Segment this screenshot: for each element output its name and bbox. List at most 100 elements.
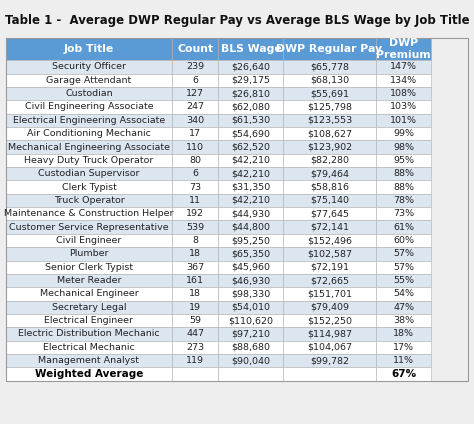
Text: $108,627: $108,627 <box>307 129 352 138</box>
Text: 78%: 78% <box>393 196 414 205</box>
Text: $65,350: $65,350 <box>231 249 271 258</box>
Text: Table 1 -  Average DWP Regular Pay vs Average BLS Wage by Job Title: Table 1 - Average DWP Regular Pay vs Ave… <box>5 14 469 27</box>
Text: Heavy Duty Truck Operator: Heavy Duty Truck Operator <box>24 156 154 165</box>
Text: 57%: 57% <box>393 249 414 258</box>
Text: 19: 19 <box>190 303 201 312</box>
Text: 539: 539 <box>186 223 204 232</box>
Text: 11: 11 <box>190 196 201 205</box>
Text: 88%: 88% <box>393 183 414 192</box>
Text: $54,010: $54,010 <box>231 303 270 312</box>
Text: $45,960: $45,960 <box>231 263 270 272</box>
Text: DWP Regular Pay: DWP Regular Pay <box>276 44 383 54</box>
Text: 247: 247 <box>186 103 204 112</box>
Text: 61%: 61% <box>393 223 414 232</box>
Text: DWP
Premium: DWP Premium <box>376 39 431 60</box>
Text: 98%: 98% <box>393 142 414 151</box>
Text: $62,080: $62,080 <box>231 103 270 112</box>
Text: 447: 447 <box>186 329 204 338</box>
Text: $26,640: $26,640 <box>231 62 270 71</box>
Text: 54%: 54% <box>393 290 414 298</box>
Text: 88%: 88% <box>393 169 414 178</box>
Text: $82,280: $82,280 <box>310 156 349 165</box>
Text: 59: 59 <box>190 316 201 325</box>
Text: 17%: 17% <box>393 343 414 352</box>
Text: 6: 6 <box>192 169 198 178</box>
Text: $77,645: $77,645 <box>310 209 349 218</box>
Text: 134%: 134% <box>390 76 417 85</box>
Text: $44,930: $44,930 <box>231 209 271 218</box>
Text: 18: 18 <box>190 290 201 298</box>
Text: Weighted Average: Weighted Average <box>35 369 143 379</box>
Text: 95%: 95% <box>393 156 414 165</box>
Text: $42,210: $42,210 <box>231 169 270 178</box>
Text: $95,250: $95,250 <box>231 236 270 245</box>
Text: 11%: 11% <box>393 356 414 365</box>
Text: $79,464: $79,464 <box>310 169 349 178</box>
Text: $123,902: $123,902 <box>307 142 352 151</box>
Text: $125,798: $125,798 <box>307 103 352 112</box>
Text: $61,530: $61,530 <box>231 116 271 125</box>
Text: 60%: 60% <box>393 236 414 245</box>
Text: Mechanical Engineering Associate: Mechanical Engineering Associate <box>8 142 170 151</box>
Text: $54,690: $54,690 <box>231 129 270 138</box>
Text: 108%: 108% <box>390 89 417 98</box>
Text: 273: 273 <box>186 343 204 352</box>
Text: $42,210: $42,210 <box>231 196 270 205</box>
Text: 99%: 99% <box>393 129 414 138</box>
Text: $88,680: $88,680 <box>231 343 270 352</box>
Text: 8: 8 <box>192 236 198 245</box>
Text: 103%: 103% <box>390 103 417 112</box>
Text: 192: 192 <box>186 209 204 218</box>
Text: 17: 17 <box>190 129 201 138</box>
Text: 73%: 73% <box>393 209 414 218</box>
Text: $152,250: $152,250 <box>307 316 352 325</box>
Text: Clerk Typist: Clerk Typist <box>62 183 117 192</box>
Text: $151,701: $151,701 <box>307 290 352 298</box>
Text: Civil Engineer: Civil Engineer <box>56 236 122 245</box>
Text: $46,930: $46,930 <box>231 276 271 285</box>
Text: 73: 73 <box>189 183 201 192</box>
Text: 127: 127 <box>186 89 204 98</box>
Text: Maintenance & Construction Helper: Maintenance & Construction Helper <box>4 209 173 218</box>
Text: Garage Attendant: Garage Attendant <box>46 76 132 85</box>
Text: Custodian Supervisor: Custodian Supervisor <box>38 169 140 178</box>
Text: 147%: 147% <box>390 62 417 71</box>
Text: 55%: 55% <box>393 276 414 285</box>
Text: Security Officer: Security Officer <box>52 62 126 71</box>
Text: 38%: 38% <box>393 316 414 325</box>
Text: Count: Count <box>177 44 213 54</box>
Text: Air Conditioning Mechanic: Air Conditioning Mechanic <box>27 129 151 138</box>
Text: $110,620: $110,620 <box>228 316 273 325</box>
Text: Customer Service Representative: Customer Service Representative <box>9 223 169 232</box>
Text: $44,800: $44,800 <box>231 223 270 232</box>
Text: 239: 239 <box>186 62 204 71</box>
Text: $29,175: $29,175 <box>231 76 270 85</box>
Text: $90,040: $90,040 <box>231 356 270 365</box>
Text: 367: 367 <box>186 263 204 272</box>
Text: $72,141: $72,141 <box>310 223 349 232</box>
Text: 47%: 47% <box>393 303 414 312</box>
Text: 101%: 101% <box>390 116 417 125</box>
Text: Mechanical Engineer: Mechanical Engineer <box>40 290 138 298</box>
Text: Meter Reader: Meter Reader <box>57 276 121 285</box>
Text: 6: 6 <box>192 76 198 85</box>
Text: 18: 18 <box>190 249 201 258</box>
Text: Truck Operator: Truck Operator <box>54 196 124 205</box>
Text: $72,665: $72,665 <box>310 276 349 285</box>
Text: $65,778: $65,778 <box>310 62 349 71</box>
Text: $26,810: $26,810 <box>231 89 270 98</box>
Text: $42,210: $42,210 <box>231 156 270 165</box>
Text: Plumber: Plumber <box>69 249 109 258</box>
Text: 67%: 67% <box>391 369 416 379</box>
Text: $97,210: $97,210 <box>231 329 270 338</box>
Text: 57%: 57% <box>393 263 414 272</box>
Text: 161: 161 <box>186 276 204 285</box>
Text: Electrical Mechanic: Electrical Mechanic <box>43 343 135 352</box>
Text: $72,191: $72,191 <box>310 263 349 272</box>
Text: Electrical Engineer: Electrical Engineer <box>45 316 134 325</box>
Text: $75,140: $75,140 <box>310 196 349 205</box>
Text: 340: 340 <box>186 116 204 125</box>
Text: $114,987: $114,987 <box>307 329 352 338</box>
Text: 18%: 18% <box>393 329 414 338</box>
Text: Management Analyst: Management Analyst <box>38 356 139 365</box>
